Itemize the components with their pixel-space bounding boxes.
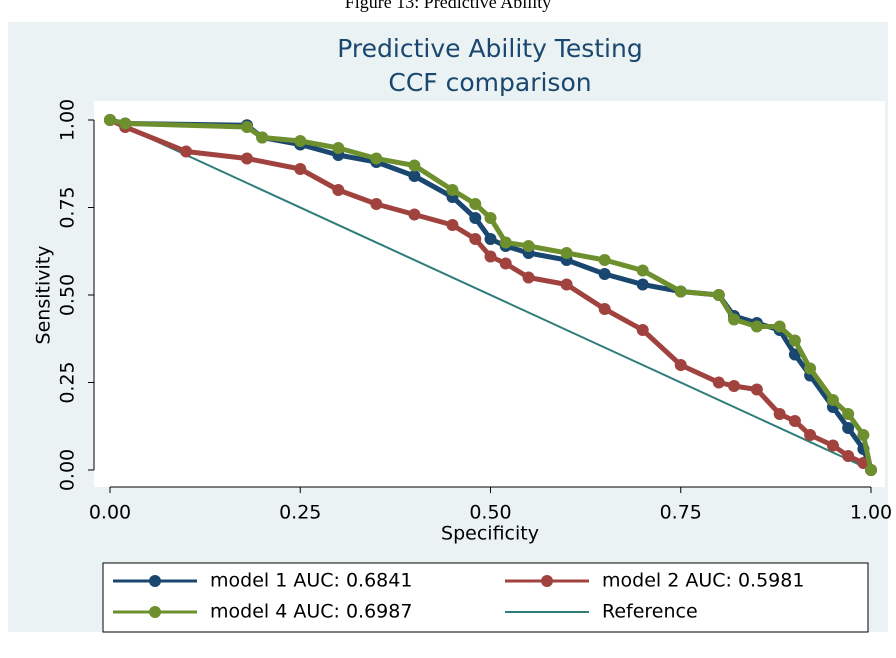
point [788,415,801,427]
y-tick-label: 0.25 [57,361,79,403]
point [865,464,877,476]
point [469,233,482,245]
point [484,212,497,224]
point [240,152,253,165]
point [773,408,786,420]
point [522,240,535,252]
point [842,450,855,462]
caption: Figure 13: Predictive Ability [345,0,551,12]
point [499,257,512,270]
x-tick-label: 0.25 [279,502,321,524]
y-tick-label: 1.00 [57,99,79,141]
point [826,439,839,452]
point [712,289,725,301]
point [636,264,649,277]
legend-label: model 1 AUC: 0.6841 [210,570,412,592]
legend [102,562,869,633]
point [842,408,855,420]
point [484,233,497,245]
point [750,383,763,396]
point [446,184,459,196]
legend-marker [149,606,161,618]
y-axis-title: Sensitivity [33,246,55,345]
point [256,131,269,144]
point [636,278,649,291]
point [826,394,839,406]
point [598,254,611,266]
point [294,163,307,175]
legend-label: model 2 AUC: 0.5981 [602,570,804,592]
point [104,114,116,126]
point [332,142,345,154]
point [804,429,817,441]
point [598,268,611,280]
point [674,359,687,371]
y-tick-label: 0.75 [57,186,79,228]
x-axis-title: Specificity [441,523,539,545]
point [469,212,482,224]
point [499,236,512,249]
legend-label: model 4 AUC: 0.6987 [210,601,412,623]
point [560,247,573,259]
point [728,313,741,326]
point [728,380,741,392]
point [240,121,253,133]
x-tick-label: 0.00 [89,502,131,524]
point [332,184,345,196]
point [370,198,383,210]
point [750,320,763,333]
point [674,285,687,298]
point [408,170,421,182]
point [484,250,497,263]
chart-subtitle: CCF comparison [388,68,591,97]
point [408,208,421,221]
y-tick-label: 0.50 [57,274,79,316]
point [788,348,801,361]
x-tick-label: 0.75 [660,502,702,524]
point [857,429,870,441]
x-tick-label: 1.00 [850,502,892,524]
point [788,334,801,347]
point [446,219,459,231]
point [636,324,649,336]
x-tick-label: 0.50 [469,502,511,524]
point [773,320,786,333]
point [522,271,535,284]
y-tick-label: 0.00 [57,449,79,491]
point [408,159,421,172]
point [294,135,307,147]
point [712,376,725,389]
legend-label: Reference [602,601,698,623]
point [560,278,573,291]
legend-marker [149,575,161,587]
point [804,362,817,375]
point [598,303,611,315]
point [842,422,855,434]
legend-marker [541,575,553,587]
series-line [109,119,872,471]
point [180,145,193,158]
point [469,198,482,210]
point [119,117,132,130]
chart-title: Predictive Ability Testing [337,34,642,63]
point [370,152,383,165]
